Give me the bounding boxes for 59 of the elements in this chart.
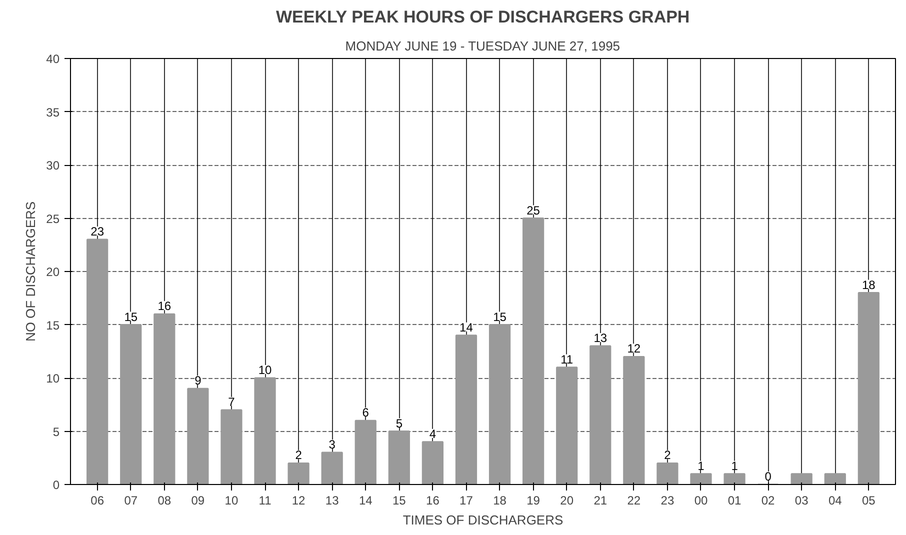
x-tick-label: 06 xyxy=(90,494,104,508)
x-tick-label: 18 xyxy=(493,494,507,508)
x-tick-label: 19 xyxy=(526,494,540,508)
x-tick-label: 21 xyxy=(594,494,608,508)
data-label: 1 xyxy=(731,458,738,473)
data-label: 23 xyxy=(90,224,104,239)
data-label: 2 xyxy=(664,448,672,462)
x-tick-label: 05 xyxy=(862,494,876,508)
x-tick-label: 15 xyxy=(392,494,406,508)
data-label: 18 xyxy=(862,278,876,292)
data-label: 1 xyxy=(698,458,705,473)
x-tick-label: 08 xyxy=(158,494,172,508)
data-label: 6 xyxy=(362,406,370,420)
data-label: 13 xyxy=(594,331,608,346)
data-label: 11 xyxy=(560,352,574,366)
y-axis-title: NO OF DISCHARGERS xyxy=(23,201,38,342)
y-tick-label: 15 xyxy=(46,318,60,332)
chart-title: WEEKLY PEAK HOURS OF DISCHARGERS GRAPH xyxy=(276,8,690,26)
chart-subtitle: MONDAY JUNE 19 - TUESDAY JUNE 27, 1995 xyxy=(345,38,620,54)
data-label: 15 xyxy=(124,310,138,324)
data-label: 3 xyxy=(328,438,336,452)
data-label: 2 xyxy=(295,448,302,462)
x-tick-label: 14 xyxy=(358,494,373,508)
y-tick-label: 5 xyxy=(52,424,60,439)
x-tick-label: 23 xyxy=(660,494,674,508)
data-label: 25 xyxy=(526,203,540,218)
x-tick-label: 17 xyxy=(460,494,474,508)
x-tick-label: 04 xyxy=(828,494,842,508)
data-label: 5 xyxy=(396,416,403,430)
data-label: 9 xyxy=(194,374,202,388)
data-label: 12 xyxy=(627,342,641,356)
x-tick-label: 12 xyxy=(292,494,306,508)
data-label: 10 xyxy=(258,363,272,377)
data-label: 16 xyxy=(158,299,172,314)
x-axis-title: TIMES OF DISCHARGERS xyxy=(402,512,564,528)
y-tick-label: 25 xyxy=(46,212,60,226)
x-tick-label: 03 xyxy=(794,494,809,508)
x-tick-label: 02 xyxy=(761,494,776,508)
x-tick-label: 13 xyxy=(325,494,340,508)
data-label: 4 xyxy=(429,426,436,441)
y-tick-label: 20 xyxy=(46,265,60,279)
x-tick-label: 20 xyxy=(560,494,574,508)
x-tick-label: 16 xyxy=(426,494,440,508)
x-tick-label: 00 xyxy=(694,494,708,508)
x-tick-label: 07 xyxy=(124,494,138,508)
y-tick-label: 10 xyxy=(46,372,60,386)
data-label: 15 xyxy=(493,310,507,324)
x-tick-label: 11 xyxy=(258,494,272,508)
data-label: 14 xyxy=(460,320,474,334)
y-tick-label: 40 xyxy=(46,52,60,66)
x-tick-label: 01 xyxy=(728,494,742,508)
data-label: 0 xyxy=(764,470,772,484)
x-tick-label: 09 xyxy=(191,494,205,508)
x-tick-label: 10 xyxy=(224,494,238,508)
y-tick-label: 30 xyxy=(46,158,60,172)
x-tick-label: 22 xyxy=(627,494,641,508)
y-tick-label: 0 xyxy=(52,478,60,492)
y-tick-label: 35 xyxy=(46,105,60,120)
data-label: 7 xyxy=(228,394,236,409)
